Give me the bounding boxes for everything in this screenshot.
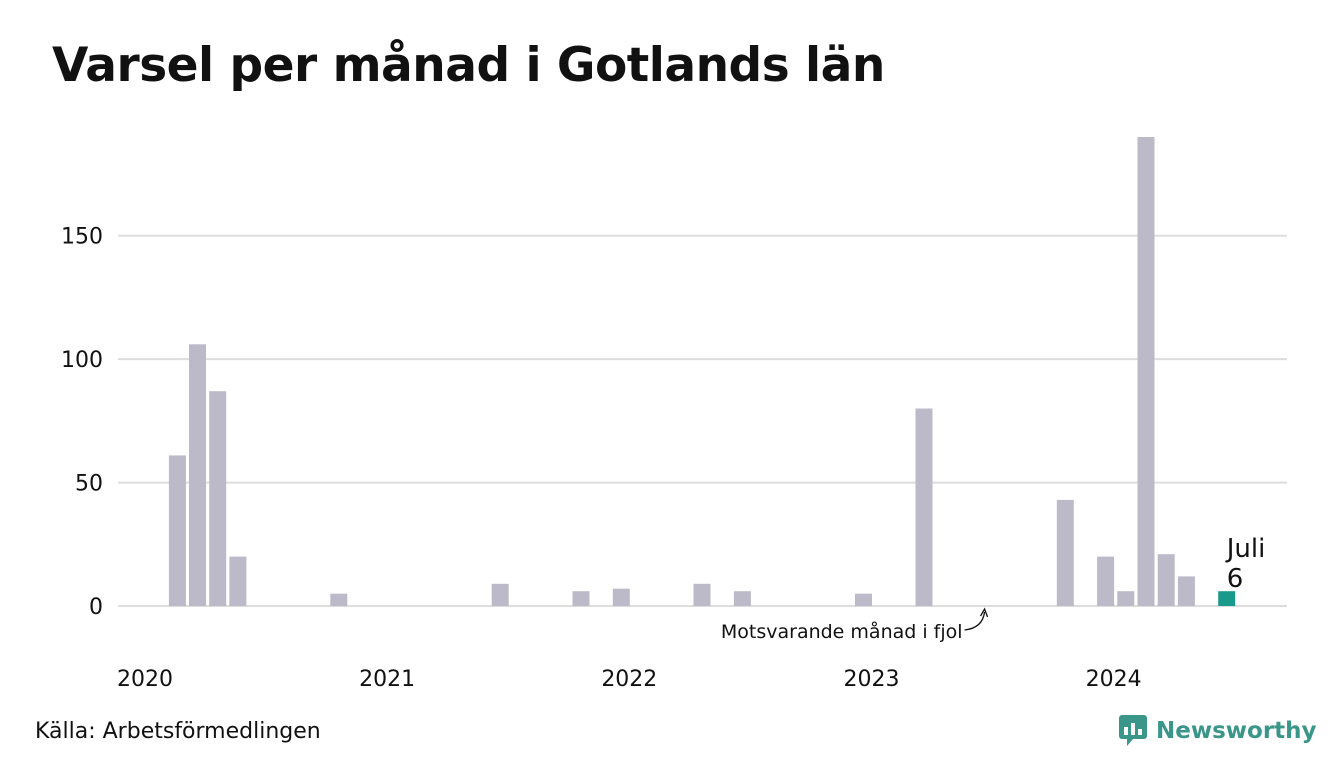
y-axis-labels: 0 50 100 150 bbox=[61, 225, 103, 620]
annotation-arrow bbox=[964, 611, 986, 631]
bar bbox=[209, 391, 227, 606]
source-note: Källa: Arbetsförmedlingen bbox=[35, 719, 321, 744]
bar bbox=[915, 408, 933, 606]
x-tick-label: 2024 bbox=[1086, 667, 1142, 692]
highlight-value-label: 6 bbox=[1227, 564, 1244, 594]
bar bbox=[491, 583, 509, 606]
bar bbox=[168, 455, 186, 606]
bar bbox=[330, 593, 348, 606]
grid-lines bbox=[118, 234, 1287, 607]
bar bbox=[229, 556, 247, 606]
x-tick-label: 2022 bbox=[601, 667, 657, 692]
bar bbox=[1117, 591, 1135, 606]
annotation-text: Motsvarande månad i fjol bbox=[721, 620, 963, 643]
bar bbox=[733, 591, 751, 606]
bar bbox=[693, 583, 711, 606]
bars bbox=[168, 137, 1236, 606]
y-tick-label: 0 bbox=[89, 595, 103, 620]
brand-logo: Newsworthy bbox=[1118, 714, 1317, 748]
y-tick-label: 150 bbox=[61, 225, 103, 250]
highlight-bar bbox=[1218, 591, 1236, 606]
brand-name: Newsworthy bbox=[1156, 718, 1317, 744]
bar bbox=[1177, 576, 1195, 606]
bar bbox=[1157, 554, 1175, 606]
highlight-month-label: Juli bbox=[1225, 534, 1266, 564]
x-axis-labels: 2020 2021 2022 2023 2024 bbox=[117, 667, 1142, 692]
bar bbox=[572, 591, 590, 606]
bar bbox=[855, 593, 872, 606]
annotation-arrowhead bbox=[979, 607, 989, 618]
bar bbox=[1056, 499, 1074, 606]
bar bbox=[612, 588, 630, 606]
x-tick-label: 2023 bbox=[843, 667, 899, 692]
newsworthy-logo-icon bbox=[1119, 715, 1147, 746]
bar bbox=[1137, 137, 1155, 606]
bar bbox=[1097, 556, 1115, 606]
chart-title: Varsel per månad i Gotlands län bbox=[52, 38, 885, 93]
bar bbox=[189, 344, 206, 606]
y-tick-label: 50 bbox=[75, 472, 103, 497]
y-tick-label: 100 bbox=[61, 348, 103, 373]
x-tick-label: 2021 bbox=[359, 667, 415, 692]
x-tick-label: 2020 bbox=[117, 667, 173, 692]
